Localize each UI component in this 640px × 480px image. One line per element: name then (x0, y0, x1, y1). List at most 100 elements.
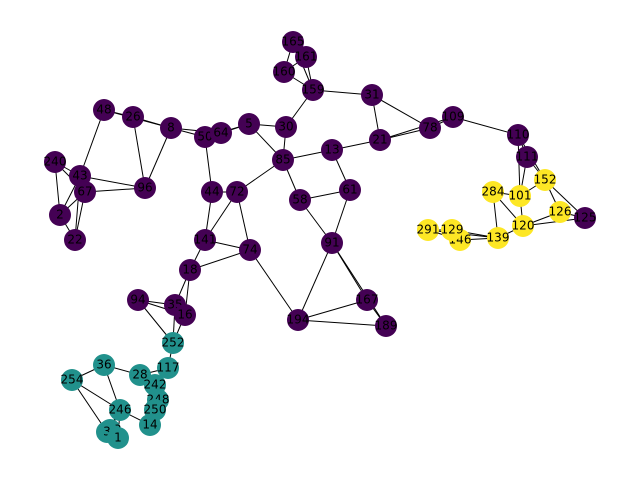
edge (452, 116, 519, 136)
edge (297, 242, 333, 321)
node (201, 181, 223, 203)
node (238, 113, 260, 135)
node (295, 46, 317, 68)
node-label: 18 (182, 263, 197, 277)
edge (297, 299, 368, 321)
node (134, 177, 156, 199)
node-label: 159 (302, 83, 325, 97)
node (369, 129, 391, 151)
node (162, 332, 184, 354)
node (441, 219, 463, 241)
node-label: 117 (157, 361, 180, 375)
node (375, 315, 397, 337)
node (419, 117, 441, 139)
node-label: 250 (144, 403, 167, 417)
node-label: 74 (242, 243, 257, 257)
node (289, 189, 311, 211)
node-label: 252 (162, 336, 185, 350)
node-label: 5 (245, 117, 253, 131)
node (273, 61, 295, 83)
node (74, 181, 96, 203)
node-label: 85 (275, 153, 290, 167)
node (534, 169, 556, 191)
node (509, 185, 531, 207)
node-label: 14 (142, 418, 157, 432)
node-label: 111 (516, 150, 539, 164)
node (507, 124, 529, 146)
node-label: 120 (512, 219, 535, 233)
node-label: 36 (96, 358, 111, 372)
node-label: 161 (295, 50, 318, 64)
node (302, 79, 324, 101)
node (122, 106, 144, 128)
node (44, 151, 66, 173)
node-label: 21 (372, 133, 387, 147)
node-label: 91 (324, 236, 339, 250)
node (226, 181, 248, 203)
node-label: 26 (125, 110, 140, 124)
node (321, 139, 343, 161)
node-label: 43 (72, 169, 87, 183)
node (339, 179, 361, 201)
node-label: 246 (109, 403, 132, 417)
node (49, 204, 71, 226)
node (442, 106, 464, 128)
node-label: 165 (282, 35, 305, 49)
node (574, 207, 596, 229)
node-label: 1 (114, 431, 122, 445)
node-label: 22 (67, 233, 82, 247)
node (93, 354, 115, 376)
node-label: 31 (364, 88, 379, 102)
node (194, 229, 216, 251)
node-label: 28 (132, 368, 147, 382)
edge (331, 242, 387, 327)
node-label: 160 (273, 65, 296, 79)
node-label: 16 (177, 308, 192, 322)
node-label: 254 (61, 373, 84, 387)
node (93, 99, 115, 121)
node-label: 109 (442, 110, 465, 124)
node-label: 189 (375, 319, 398, 333)
edge (132, 116, 146, 189)
node-label: 94 (130, 293, 145, 307)
node (107, 427, 129, 449)
node (127, 289, 149, 311)
node-label: 50 (197, 130, 212, 144)
node-label: 61 (342, 183, 357, 197)
node (139, 414, 161, 436)
node (160, 117, 182, 139)
edge (79, 109, 105, 177)
node-label: 48 (96, 103, 111, 117)
node (64, 229, 86, 251)
node-label: 78 (422, 121, 437, 135)
edge (371, 94, 431, 129)
node-label: 242 (144, 378, 167, 392)
node-label: 101 (509, 189, 532, 203)
node (512, 215, 534, 237)
node (174, 304, 196, 326)
edge (249, 249, 299, 321)
node (487, 227, 509, 249)
node (61, 369, 83, 391)
edge (379, 116, 454, 141)
node (549, 201, 571, 223)
node-label: 72 (229, 185, 244, 199)
node-label: 152 (534, 173, 557, 187)
node-label: 30 (278, 120, 293, 134)
node-label: 13 (324, 143, 339, 157)
node-label: 3 (103, 425, 111, 439)
node-label: 194 (287, 313, 310, 327)
node (361, 84, 383, 106)
node-label: 126 (549, 205, 572, 219)
node (282, 31, 304, 53)
node-label: 129 (441, 223, 464, 237)
edge (297, 319, 387, 327)
node-label: 8 (167, 121, 175, 135)
node-label: 2 (56, 208, 64, 222)
node (287, 309, 309, 331)
node (516, 146, 538, 168)
node-label: 67 (77, 185, 92, 199)
node (272, 149, 294, 171)
